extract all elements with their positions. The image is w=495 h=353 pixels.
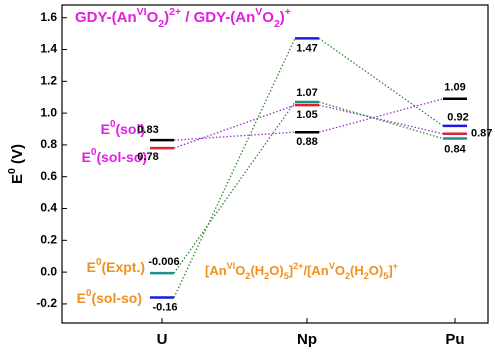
y-tick-label: 0.4 (40, 201, 57, 215)
legend-label: E0(Expt.) (87, 257, 145, 275)
legend-label-part: E (82, 149, 91, 165)
legend-label-sup: 0 (96, 257, 102, 268)
y-tick-label: 0.2 (40, 232, 57, 246)
group-title-sub: 2 (274, 18, 280, 30)
value-label: 0.78 (137, 151, 158, 163)
group-title-part: / GDY-(An (181, 9, 255, 26)
connector (173, 131, 296, 141)
group-title-part: O) (269, 263, 283, 278)
group-title-part: O (147, 9, 159, 26)
group-title-part: GDY-(An (75, 9, 137, 26)
y-tick-label: 1.2 (40, 73, 57, 87)
y-axis-label: E0 (V) (6, 144, 26, 184)
y-tick-label: -0.2 (36, 296, 57, 310)
group-title-sup: + (393, 261, 398, 271)
legend-label-sup: 0 (110, 119, 116, 130)
x-tick-label: Pu (445, 331, 464, 348)
legend-label-part: (Expt.) (101, 259, 145, 275)
group-title-part: O (262, 9, 274, 26)
y-tick-label: 0.6 (40, 169, 57, 183)
value-label: 0.84 (444, 143, 466, 155)
y-tick-label: 0.0 (40, 264, 57, 278)
connector (318, 101, 444, 140)
value-label: 1.09 (444, 82, 465, 94)
group-title-part: ) (280, 9, 285, 26)
value-label: 0.87 (471, 128, 492, 140)
group-title-part: O (335, 263, 345, 278)
group-title-sup: V (329, 261, 335, 271)
plot-frame (61, 4, 489, 324)
group-title-sup: + (285, 6, 291, 18)
legend-label: E0(sol-so) (82, 147, 147, 165)
y-axis-label-part: (V) (9, 144, 26, 168)
group-title-sup: 2+ (293, 261, 303, 271)
group-title-part: O (235, 263, 245, 278)
y-axis-label-sup: 0 (6, 168, 18, 174)
legend-label-part: E (77, 290, 86, 306)
group-title-sub: 5 (383, 271, 388, 281)
connector (318, 98, 444, 133)
group-title-sup: VI (227, 261, 236, 271)
value-label: 1.05 (296, 109, 317, 121)
group-title-sub: 5 (284, 271, 289, 281)
legend-label: E0(sol-so) (77, 288, 142, 306)
x-tick-label: U (157, 331, 168, 348)
y-axis-label-part: E (9, 174, 26, 184)
group-title-sub: 2 (264, 271, 269, 281)
legend-label-sup: 0 (91, 147, 97, 158)
group-title-part: [An (205, 263, 227, 278)
connector (173, 38, 296, 298)
group-title-sup: 2+ (169, 6, 181, 18)
group-title: GDY-(AnVIO2)2+ / GDY-(AnVO2)+ (75, 6, 291, 30)
group-title-sub: 2 (345, 271, 350, 281)
legend-label: E0(sol) (101, 119, 145, 137)
y-tick-label: 1.0 (40, 105, 57, 119)
legend-label-part: E (101, 121, 110, 137)
group-title-part: O) (369, 263, 383, 278)
value-label: -0.16 (152, 301, 177, 313)
group-title-sub: 2 (158, 18, 164, 30)
value-label: 1.07 (296, 87, 317, 99)
y-tick-label: 1.4 (40, 42, 57, 56)
group-title-part: ] (388, 263, 392, 278)
connector (173, 101, 296, 274)
legend-label-part: (sol-so) (96, 149, 147, 165)
group-title-sup: V (255, 6, 262, 18)
legend-label-sup: 0 (86, 288, 92, 299)
group-title-sub: 2 (364, 271, 369, 281)
value-label: 0.88 (296, 136, 317, 148)
value-label: 0.92 (447, 112, 468, 124)
value-label: 1.47 (296, 42, 317, 54)
value-label: -0.006 (148, 256, 179, 268)
group-title: [AnVIO2(H2O)5]2+/[AnVO2(H2O)5]+ (205, 261, 398, 281)
legend-label-part: (sol-so) (91, 290, 142, 306)
legend-label-part: (sol) (115, 121, 145, 137)
connector (318, 37, 444, 127)
group-title-sup: VI (137, 6, 147, 18)
legend-label-part: E (87, 259, 96, 275)
connector (318, 104, 444, 135)
connector (173, 104, 296, 149)
group-title-part: (H (250, 263, 264, 278)
value-label: 0.83 (137, 124, 158, 136)
y-tick-label: 1.6 (40, 10, 57, 24)
group-title-part: ) (164, 9, 169, 26)
x-tick-label: Np (297, 331, 317, 348)
group-title-part: (H (350, 263, 364, 278)
group-title-part: /[An (303, 263, 328, 278)
group-title-sub: 2 (245, 271, 250, 281)
y-tick-label: 0.8 (40, 137, 57, 151)
group-title-part: ] (289, 263, 293, 278)
